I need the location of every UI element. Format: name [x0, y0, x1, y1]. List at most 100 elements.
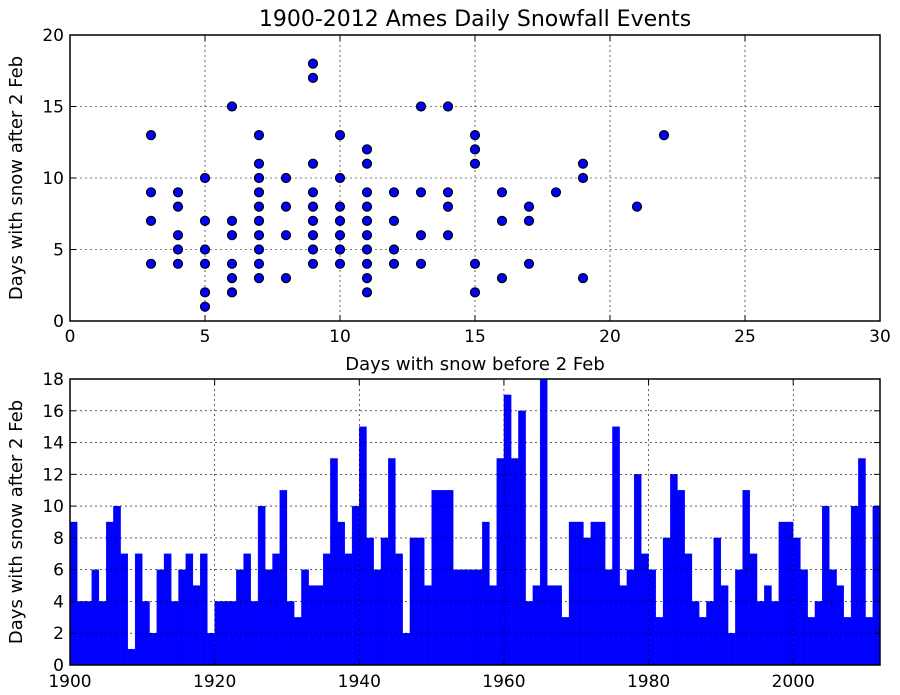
bar	[467, 569, 476, 666]
scatter-point	[253, 244, 265, 255]
scatter-point	[253, 158, 265, 169]
scatter-point	[253, 201, 265, 212]
scatter-y-tick-label: 20	[42, 26, 64, 46]
bar	[742, 490, 750, 666]
bar	[120, 553, 129, 666]
scatter-point	[199, 172, 211, 184]
scatter-point	[334, 172, 346, 184]
bar-y-tick-label: 18	[42, 370, 64, 390]
scatter-point	[496, 273, 508, 284]
scatter-x-tick-label: 20	[599, 327, 621, 347]
scatter-x-tick-label: 25	[734, 327, 756, 347]
scatter-point	[442, 230, 454, 241]
scatter-point	[226, 258, 238, 269]
bar	[496, 458, 505, 666]
scatter-point	[577, 172, 589, 184]
bar-x-tick-label: 1940	[338, 672, 381, 692]
bar	[547, 585, 555, 666]
bar	[648, 569, 656, 666]
bar-chart: 1900 1920 1940 1960 1980 2000024681012141618 …	[6, 370, 881, 692]
scatter-point	[415, 187, 427, 198]
scatter-point	[523, 215, 535, 226]
bar	[764, 585, 772, 666]
bar	[257, 505, 266, 666]
bar	[344, 553, 353, 666]
bar-x-tick-label: 1980	[627, 672, 670, 692]
scatter-point	[415, 230, 427, 241]
scatter-point	[550, 187, 562, 198]
scatter-point	[415, 101, 427, 112]
bar	[532, 585, 541, 666]
bar	[641, 553, 649, 666]
scatter-point	[361, 273, 373, 284]
bar	[445, 490, 454, 666]
scatter-point	[199, 244, 211, 255]
bar	[539, 378, 548, 666]
bar	[699, 617, 707, 666]
scatter-point	[280, 230, 292, 241]
bar	[727, 633, 736, 666]
scatter-point	[280, 201, 292, 212]
scatter-point	[307, 187, 319, 198]
scatter-point	[577, 273, 589, 284]
scatter-y-tick-label: 15	[42, 98, 64, 118]
bar-y-tick-label: 10	[42, 497, 64, 517]
bar	[872, 505, 881, 666]
bar	[359, 426, 367, 666]
bar	[807, 617, 816, 666]
bar	[626, 569, 635, 666]
bar	[597, 521, 606, 666]
scatter-point	[253, 273, 265, 284]
scatter-point	[334, 230, 346, 241]
scatter-point	[253, 258, 265, 269]
bar-y-tick-label: 6	[53, 561, 64, 581]
bar	[720, 585, 729, 666]
scatter-chart: 1900-2012 Ames Daily Snowfall Events 0 5 1…	[6, 7, 891, 375]
scatter-x-tick-label: 10	[329, 327, 351, 347]
scatter-point	[415, 258, 427, 269]
bar	[800, 569, 808, 666]
bar	[192, 585, 201, 666]
bar-x-tick-label: 1920	[193, 672, 236, 692]
scatter-point	[469, 258, 481, 269]
bar	[865, 617, 873, 666]
scatter-point	[361, 244, 373, 255]
bar	[561, 617, 570, 666]
scatter-point	[253, 130, 265, 141]
scatter-x-tick-label: 15	[464, 327, 486, 347]
bar	[185, 553, 194, 666]
scatter-point	[469, 130, 481, 141]
scatter-point	[334, 258, 346, 269]
scatter-points	[145, 58, 670, 312]
scatter-point	[280, 273, 292, 284]
scatter-point	[334, 215, 346, 226]
scatter-point	[145, 187, 157, 198]
scatter-point	[523, 258, 535, 269]
scatter-point	[442, 201, 454, 212]
scatter-point	[172, 244, 184, 255]
bar	[511, 458, 519, 666]
scatter-point	[469, 287, 481, 298]
scatter-y-tick-label: 0	[53, 312, 64, 332]
bar	[395, 553, 403, 666]
bar	[749, 553, 758, 666]
scatter-y-axis-label: Days with snow after 2 Feb	[6, 56, 27, 300]
scatter-point	[253, 172, 265, 184]
scatter-x-tick-label: 30	[869, 327, 891, 347]
bar	[829, 569, 837, 666]
scatter-point	[442, 101, 454, 112]
bar	[149, 633, 157, 666]
bar	[134, 553, 143, 666]
bar-y-tick-label: 8	[53, 529, 64, 549]
bar	[460, 569, 468, 666]
scatter-point	[145, 130, 157, 141]
scatter-point	[253, 215, 265, 226]
bar	[605, 569, 613, 666]
scatter-point	[307, 158, 319, 169]
bar-ticks: 1900 1920 1940 1960 1980 2000 0 2 4 6 8 10 12 14 16 18	[42, 370, 880, 692]
bar	[171, 601, 179, 666]
scatter-point	[226, 273, 238, 284]
scatter-point	[388, 187, 400, 198]
bar	[337, 521, 345, 666]
bar	[785, 521, 794, 666]
